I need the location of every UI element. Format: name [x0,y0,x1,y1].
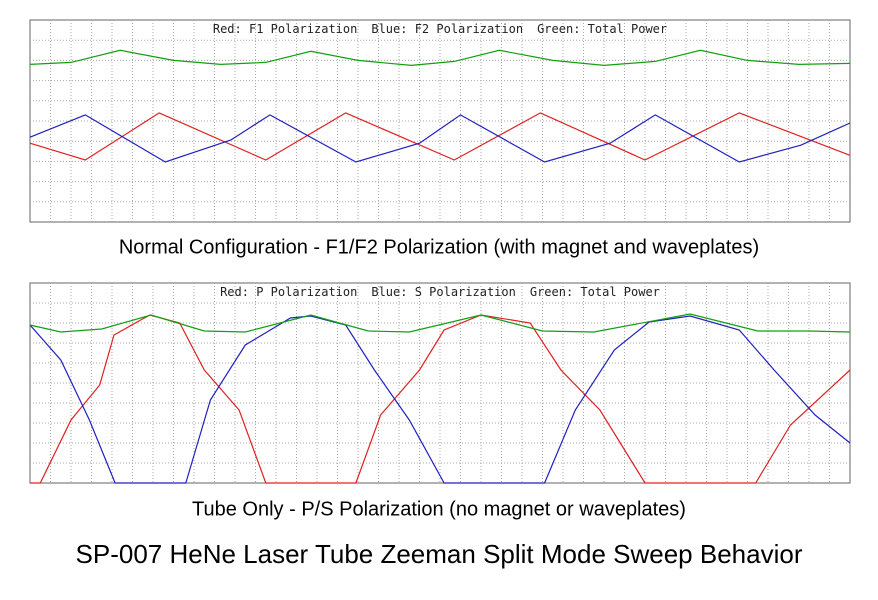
series-line [29,313,851,333]
chart-caption: Normal Configuration - F1/F2 Polarizatio… [119,236,759,258]
legend-entry: Green: Total Power [537,22,667,36]
series-line [29,114,851,163]
legend: Red: F1 Polarization Blue: F2 Polarizatio… [213,22,667,36]
legend-entry: Blue: F2 Polarization [371,22,523,36]
legend-entry: Green: Total Power [530,285,660,299]
series-line [29,49,851,67]
page-title: SP-007 HeNe Laser Tube Zeeman Split Mode… [76,539,803,569]
series-line [29,315,851,484]
legend-entry: Blue: S Polarization [371,285,516,299]
legend-entry: Red: P Polarization [220,285,357,299]
legend: Red: P Polarization Blue: S Polarization G… [220,285,660,299]
legend-entry: Red: F1 Polarization [213,22,358,36]
chart-caption: Tube Only - P/S Polarization (no magnet … [192,498,686,520]
series-line [30,314,851,484]
